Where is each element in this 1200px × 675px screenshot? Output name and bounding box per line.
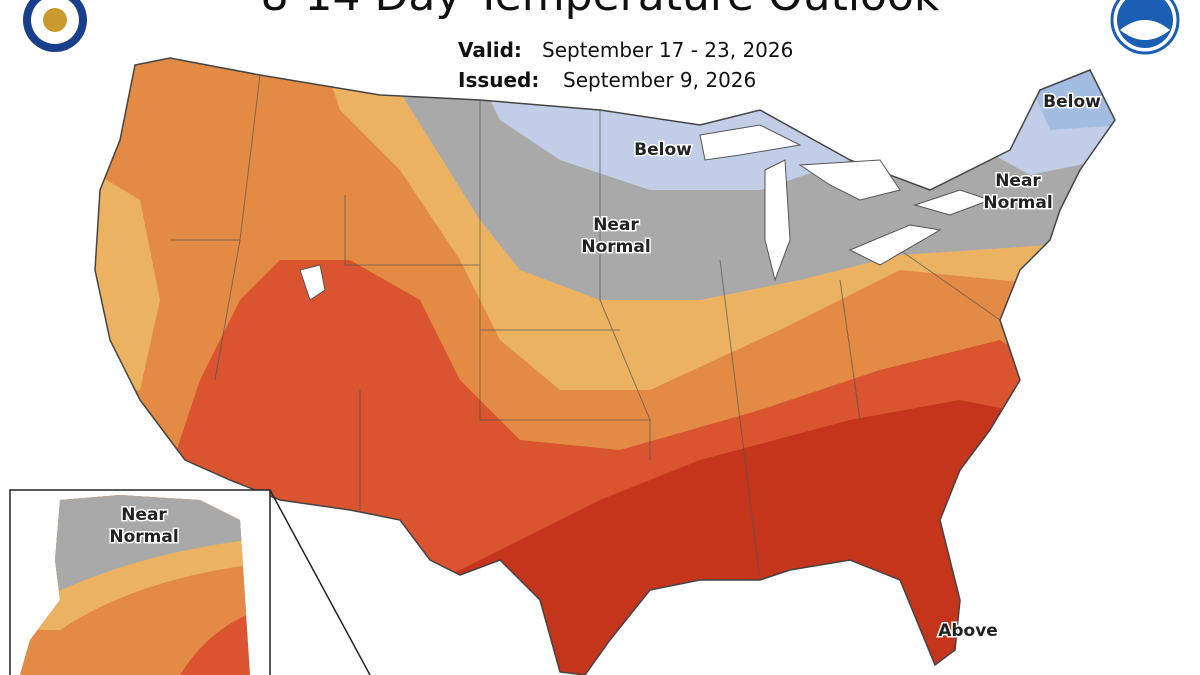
- region-label: Above: [938, 621, 998, 641]
- issued-label: Issued:: [458, 68, 539, 92]
- issued-date: September 9, 2026: [563, 68, 756, 92]
- great-lakes: [299, 124, 992, 301]
- region-label: Normal: [581, 237, 650, 257]
- noaa-logo: [1110, 0, 1180, 55]
- region-label: Near: [593, 215, 639, 235]
- region-label: Below: [634, 140, 692, 160]
- region-label: Normal: [983, 193, 1052, 213]
- valid-dates: September 17 - 23, 2026: [542, 38, 793, 62]
- doc-logo: [23, 0, 87, 52]
- map-title: 8-14 Day Temperature Outlook: [261, 0, 940, 21]
- region-label: Near: [995, 171, 1041, 191]
- region-label: Normal: [109, 527, 178, 547]
- region-label: Below: [1043, 92, 1101, 112]
- valid-label: Valid:: [458, 38, 522, 62]
- region-label: Near: [121, 505, 167, 525]
